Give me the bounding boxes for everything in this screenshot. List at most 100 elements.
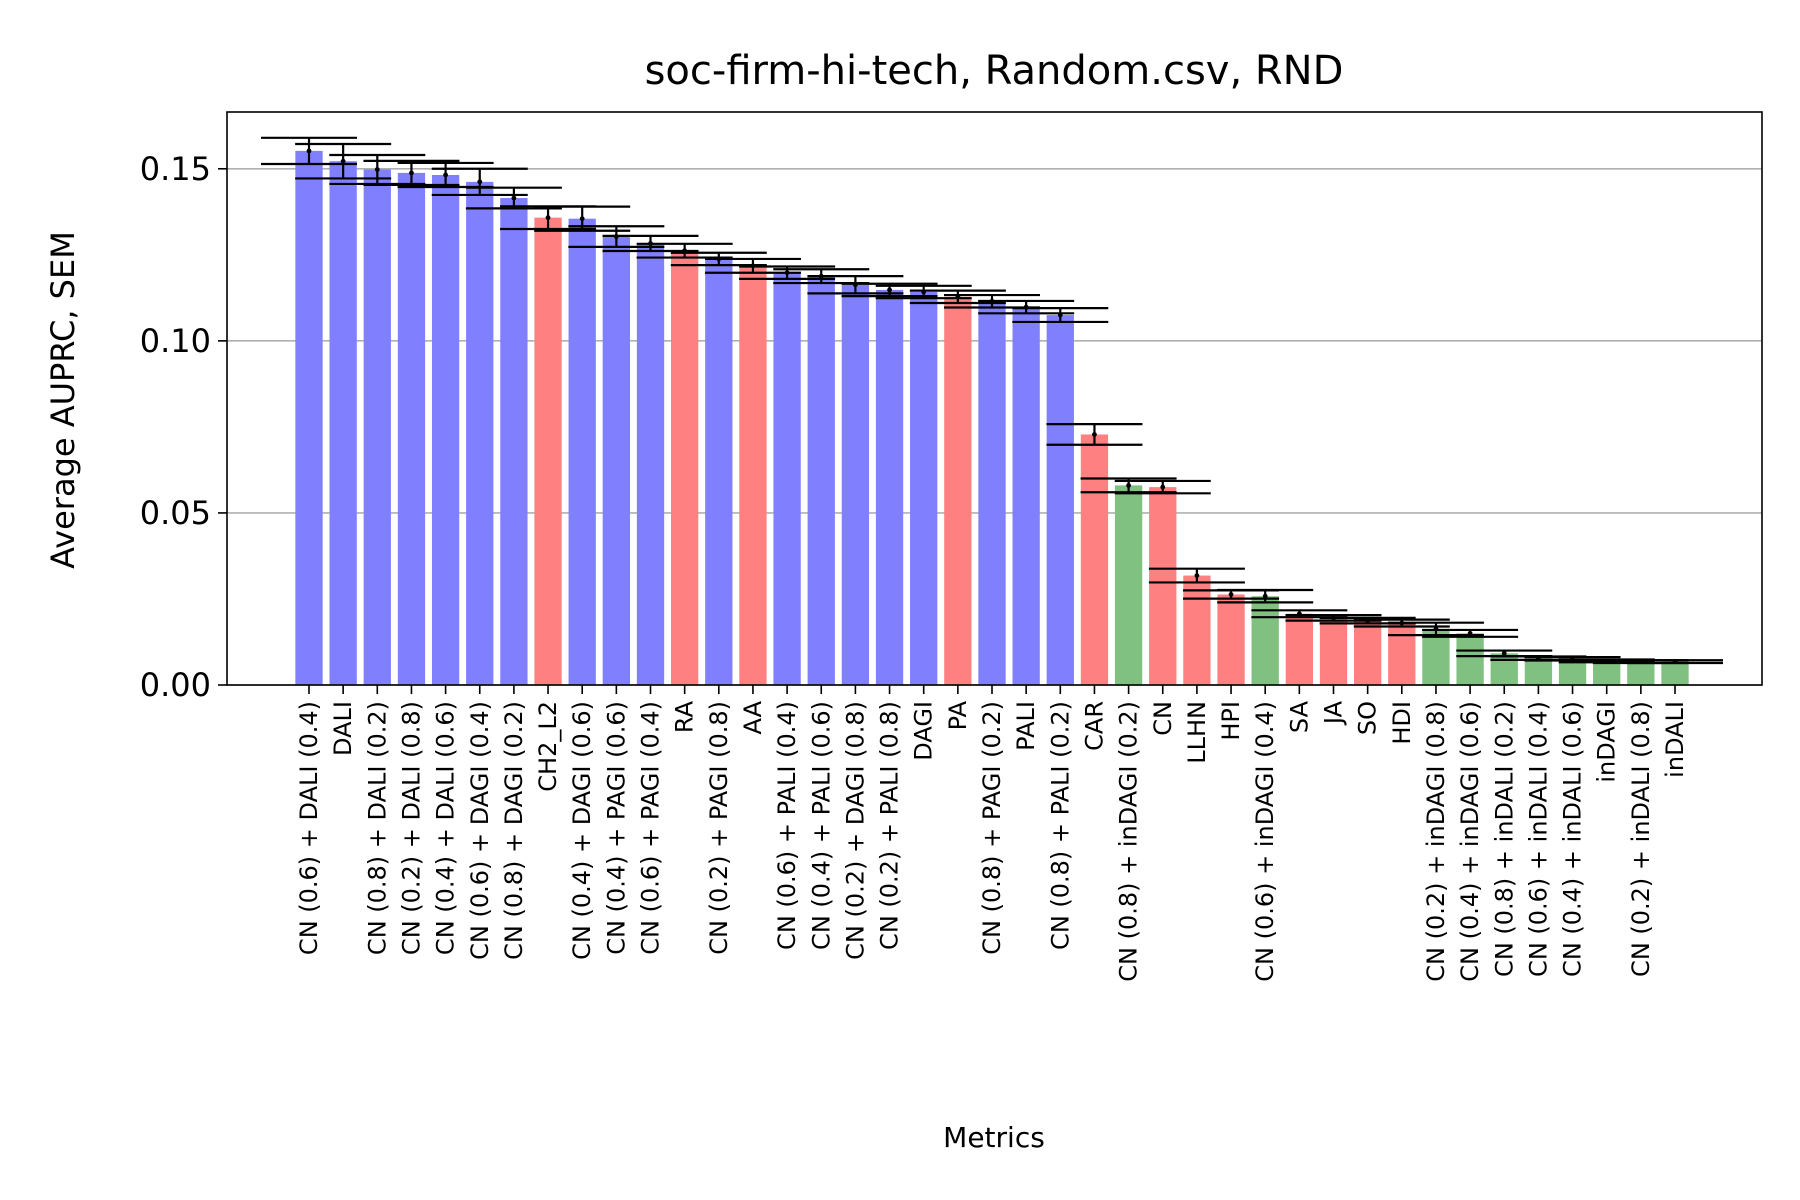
- x-tick-label: CN (0.4) + DALI (0.6): [432, 701, 460, 955]
- y-tick-label: 0.00: [140, 666, 211, 704]
- x-tick-label: CN (0.4) + PALI (0.6): [807, 701, 835, 950]
- mean-marker: [477, 179, 483, 185]
- bar: [1524, 658, 1553, 685]
- bar: [910, 291, 938, 685]
- mean-marker: [1672, 659, 1678, 664]
- x-tick-label: SA: [1285, 700, 1313, 733]
- mean-marker: [1501, 650, 1507, 656]
- bar: [363, 169, 391, 686]
- x-tick-label: CN (0.6) + PALI (0.4): [773, 701, 801, 950]
- x-tick-label: RA: [671, 700, 699, 733]
- mean-marker: [1160, 484, 1166, 490]
- x-tick-label: CN (0.6) + inDAGI (0.4): [1251, 701, 1279, 982]
- bar: [841, 284, 870, 685]
- x-axis-label: Metrics: [943, 1121, 1045, 1154]
- x-tick-label: CN (0.4) + inDAGI (0.6): [1456, 701, 1484, 982]
- mean-marker: [1126, 482, 1131, 488]
- bar: [1661, 661, 1689, 685]
- mean-marker: [409, 170, 414, 176]
- mean-marker: [579, 216, 585, 222]
- x-tick-label: CH2_L2: [534, 701, 562, 792]
- x-tick-label: CN (0.6) + inDALI (0.4): [1524, 701, 1552, 977]
- x-tick-label: DALI: [329, 701, 357, 756]
- bar: [875, 289, 904, 685]
- y-axis-label: Average AUPRC, SEM: [44, 231, 82, 569]
- bar: [944, 296, 972, 685]
- x-tick-label: CN (0.8) + DAGI (0.2): [500, 701, 528, 960]
- y-tick-label: 0.05: [140, 494, 211, 532]
- x-tick-label: JA: [1320, 700, 1348, 726]
- mean-marker: [306, 148, 312, 154]
- bar: [1456, 633, 1484, 685]
- bar: [534, 217, 562, 685]
- bar: [1114, 485, 1143, 685]
- x-axis: CN (0.6) + DALI (0.4) DALI CN (0.8) + DALI…: [295, 685, 1689, 982]
- bar: [295, 150, 323, 685]
- x-tick-label: CN (0.4) + inDALI (0.6): [1559, 701, 1587, 977]
- bar: [1012, 307, 1040, 685]
- bar: [1490, 653, 1518, 685]
- y-axis: 0.00 0.05 0.10 0.15: [140, 150, 227, 704]
- x-tick-label: PA: [944, 700, 972, 730]
- x-tick-label: SO: [1354, 701, 1382, 735]
- x-tick-label: CN (0.8) + PALI (0.2): [1046, 701, 1074, 950]
- x-tick-label: CN (0.8) + inDAGI (0.2): [1115, 701, 1143, 982]
- mean-marker: [1467, 630, 1473, 636]
- bar: [568, 218, 596, 685]
- x-tick-label: CN (0.8) + PAGI (0.2): [978, 701, 1006, 955]
- bar: [807, 276, 835, 685]
- mean-marker: [1262, 593, 1268, 599]
- x-tick-label: PALI: [1012, 701, 1040, 751]
- bars: [295, 150, 1689, 686]
- x-tick-label: CN (0.6) + PAGI (0.4): [637, 701, 665, 955]
- plot-frame: [226, 111, 1763, 686]
- mean-marker: [340, 158, 346, 164]
- bar: [1422, 628, 1450, 685]
- bar: [1388, 623, 1416, 685]
- bar: [1149, 487, 1177, 685]
- x-tick-label: CN: [1149, 701, 1177, 736]
- mean-marker: [1092, 432, 1097, 437]
- x-tick-label: HPI: [1217, 701, 1245, 741]
- bar: [1080, 434, 1109, 685]
- bar: [636, 243, 665, 685]
- bar: [705, 258, 733, 685]
- mean-marker: [511, 195, 517, 201]
- bar: [1593, 660, 1621, 685]
- bar: [978, 301, 1006, 685]
- x-tick-label: LLHN: [1183, 701, 1211, 764]
- chart-title: soc-firm-hi-tech, Random.csv, RND: [645, 48, 1344, 94]
- x-tick-label: CN (0.6) + DAGI (0.4): [466, 701, 494, 960]
- x-tick-label: inDALI: [1661, 701, 1689, 778]
- bar: [466, 181, 494, 685]
- bar: [1217, 594, 1245, 685]
- x-tick-label: CAR: [1080, 701, 1108, 751]
- mean-marker: [1228, 592, 1234, 597]
- bar: [397, 172, 426, 685]
- bar: [1627, 661, 1655, 685]
- x-tick-label: CN (0.8) + inDALI (0.2): [1490, 701, 1518, 977]
- bar: [1354, 620, 1382, 685]
- x-tick-label: CN (0.2) + PAGI (0.8): [705, 701, 733, 955]
- mean-marker: [887, 287, 892, 293]
- bar: [1046, 315, 1074, 685]
- error-bars: [261, 136, 1723, 665]
- bar: [329, 161, 357, 685]
- bar: [671, 250, 699, 685]
- bar: [1285, 613, 1313, 685]
- bar: [739, 265, 767, 685]
- x-tick-label: CN (0.2) + inDAGI (0.8): [1422, 701, 1450, 982]
- x-tick-label: HDI: [1388, 701, 1416, 745]
- mean-marker: [784, 270, 790, 276]
- mean-marker: [545, 215, 551, 221]
- bar: [1319, 617, 1348, 685]
- x-tick-label: CN (0.4) + PAGI (0.6): [602, 701, 630, 955]
- x-tick-label: CN (0.2) + DALI (0.8): [397, 701, 425, 955]
- x-tick-label: CN (0.4) + DAGI (0.6): [568, 701, 596, 960]
- bar: [431, 174, 460, 685]
- x-tick-label: inDAGI: [1593, 701, 1621, 783]
- bar: [1183, 575, 1211, 685]
- bar: [773, 272, 801, 685]
- bar: [602, 236, 630, 685]
